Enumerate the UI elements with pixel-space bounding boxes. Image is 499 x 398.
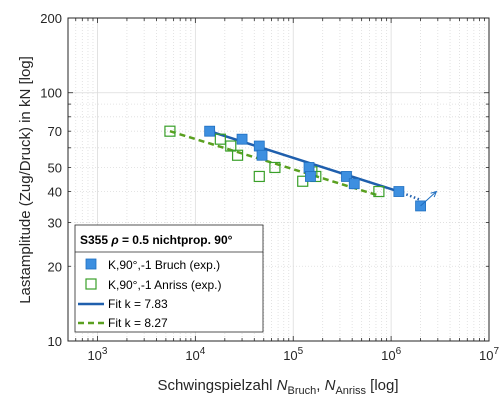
y-tick-label: 50: [48, 160, 62, 175]
x-axis-label: Schwingspielzahl NBruch, NAnriss [log]: [157, 377, 398, 397]
legend-symbol-bruch: [85, 258, 97, 270]
legend-title-prefix: S355: [80, 233, 111, 247]
point-bruch: [348, 178, 360, 190]
legend-symbol-anriss: [85, 278, 97, 290]
point-anriss: [214, 133, 226, 145]
legend-label-anriss: K,90°,-1 Anriss (exp.): [108, 278, 222, 292]
x-axis-label-prefix: Schwingspielzahl: [157, 377, 276, 394]
x-axis-label-suffix: [log]: [366, 377, 399, 394]
point-bruch: [305, 171, 316, 182]
point-anriss: [225, 140, 237, 152]
point-anriss: [253, 170, 265, 183]
point-anriss: [164, 125, 176, 137]
point-bruch: [393, 186, 405, 197]
x-tick-label: 105: [283, 346, 303, 363]
y-tick-label: 70: [48, 124, 62, 139]
x-axis-label-symbol-2: N: [325, 377, 336, 394]
legend-title: S355 ρ = 0.5 nichtprop. 90°: [80, 233, 233, 247]
x-axis-label-separator: ,: [316, 377, 324, 394]
y-axis-label: Lastamplitude (Zug/Druck) in kN [log]: [17, 56, 34, 304]
legend-label-fit-anriss: Fit k = 8.27: [108, 316, 168, 330]
point-bruch: [341, 171, 352, 182]
x-axis-label-symbol-1: N: [277, 377, 288, 394]
x-axis-label-subscript-2: Anriss: [335, 385, 366, 397]
point-bruch: [256, 149, 268, 161]
y-tick-label: 30: [48, 216, 62, 231]
plot-frame: [67, 17, 490, 342]
runout-arrow-head: [430, 190, 438, 198]
x-tick-label: 103: [87, 346, 107, 363]
point-bruch: [236, 133, 248, 145]
legend-title-suffix: = 0.5 nichtprop. 90°: [119, 233, 233, 247]
legend-box: [74, 224, 264, 333]
x-tick-label: 107: [479, 346, 499, 363]
point-bruch: [253, 140, 265, 152]
legend: S355 ρ = 0.5 nichtprop. 90° K,90°,-1 Bru…: [74, 224, 264, 333]
y-tick-label: 40: [48, 185, 62, 200]
point-anriss: [373, 185, 385, 198]
runout-arrow: [420, 191, 437, 207]
point-bruch: [204, 125, 216, 137]
legend-title-rho: ρ: [110, 233, 118, 247]
legend-label-fit-bruch: Fit k = 7.83: [108, 297, 168, 311]
y-tick-label: 10: [48, 334, 62, 349]
y-tick-label: 200: [40, 11, 62, 26]
x-axis-label-subscript-1: Bruch: [288, 385, 317, 397]
y-tick-label: 20: [48, 259, 62, 274]
axis-ticks: 10 20 30 40 50 70 100 200 103 104 105 106 107: [40, 11, 499, 363]
data-marks: [164, 125, 438, 212]
x-tick-label: 106: [381, 346, 401, 363]
x-tick-label: 104: [185, 346, 205, 363]
point-anriss: [231, 149, 244, 161]
y-tick-label: 100: [40, 86, 62, 101]
point-bruch: [303, 162, 315, 173]
legend-label-bruch: K,90°,-1 Bruch (exp.): [108, 258, 220, 272]
point-anriss: [269, 161, 281, 174]
fit-line-anriss: [169, 129, 380, 197]
